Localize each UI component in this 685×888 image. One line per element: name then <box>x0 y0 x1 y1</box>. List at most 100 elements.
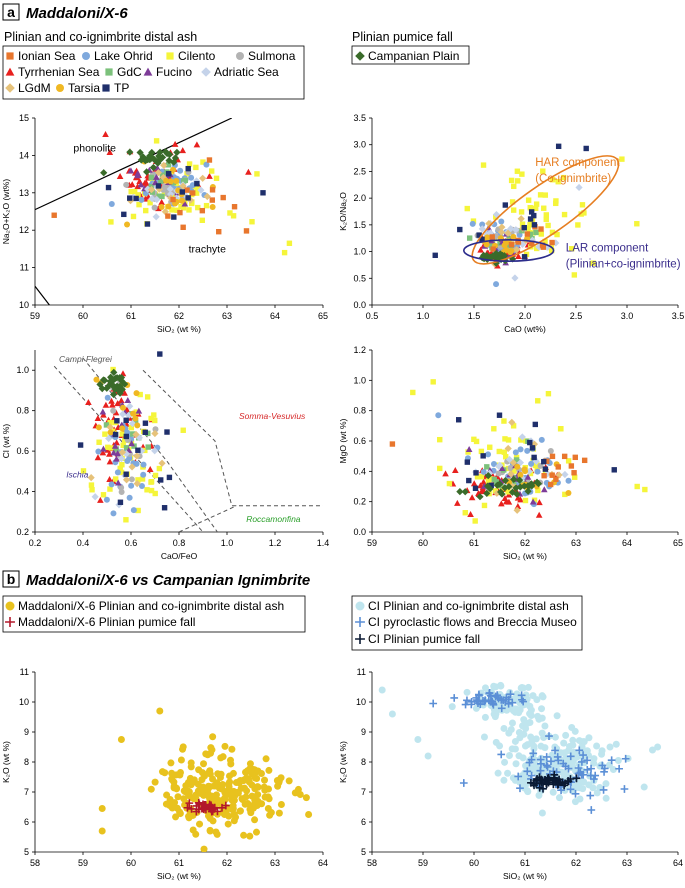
point-tarsia <box>507 249 514 256</box>
point-tp <box>466 477 472 484</box>
point-campanian-plain <box>105 382 113 390</box>
point-gdc <box>513 457 520 463</box>
cl-y-label: Cl (wt %) <box>1 424 11 459</box>
point-adriatic-sea <box>152 213 160 221</box>
point-maddaloni-x-6-plinian-and-co-ignimbrite-distal-ash <box>206 783 214 791</box>
point-campanian-plain <box>501 484 509 492</box>
point-lgdm <box>147 186 156 194</box>
point-campanian-plain <box>513 490 521 498</box>
point-fucino <box>128 440 135 447</box>
point-ci-plinian-and-co-ignimbrite-distal-ash <box>590 755 598 763</box>
point-maddaloni-x-6-plinian-and-co-ignimbrite-distal-ash <box>179 743 187 751</box>
point-tyrrhenian-sea <box>179 147 187 154</box>
point-maddaloni-x-6-plinian-and-co-ignimbrite-distal-ash <box>248 770 256 778</box>
cl-x-tick-label: 0.6 <box>125 538 138 548</box>
cl-y-tick-label: 0.2 <box>16 527 29 537</box>
point-tarsia <box>484 234 491 241</box>
point-tp <box>179 189 186 195</box>
point-maddaloni-x-6-plinian-and-co-ignimbrite-distal-ash <box>277 800 285 808</box>
point-sulmona <box>128 476 135 483</box>
point-tarsia <box>173 178 180 185</box>
point-tarsia <box>510 233 517 240</box>
point-tarsia <box>514 463 521 470</box>
point-ci-pyroclastic-flows-and-breccia-museo <box>551 746 559 755</box>
point-cilento <box>527 205 533 211</box>
point-adriatic-sea <box>119 410 127 418</box>
point-campanian-plain <box>101 376 109 385</box>
point-ionian-sea <box>541 473 547 479</box>
point-campanian-plain <box>155 152 163 160</box>
point-lake-ohrid <box>108 201 115 208</box>
point-maddaloni-x-6-plinian-and-co-ignimbrite-distal-ash <box>241 800 249 808</box>
point-maddaloni-x-6-plinian-and-co-ignimbrite-distal-ash <box>225 772 233 780</box>
cl-annotation: Campi Flegrei <box>59 354 113 364</box>
point-lake-ohrid <box>114 469 121 476</box>
point-tyrrhenian-sea <box>146 465 154 472</box>
point-maddaloni-x-6-plinian-and-co-ignimbrite-distal-ash <box>248 802 256 810</box>
point-ci-plinian-and-co-ignimbrite-distal-ash <box>497 681 505 689</box>
point-campanian-plain <box>478 254 486 262</box>
point-cilento <box>549 177 556 183</box>
point-lgdm <box>504 444 512 453</box>
point-ci-plinian-and-co-ignimbrite-distal-ash <box>561 749 569 757</box>
point-ci-plinian-and-co-ignimbrite-distal-ash <box>524 683 532 691</box>
point-tp <box>164 429 170 435</box>
point-tyrrhenian-sea <box>141 179 149 186</box>
point-ci-pyroclastic-flows-and-breccia-museo <box>474 697 482 706</box>
point-tarsia <box>134 422 141 429</box>
tas-x-tick-label: 65 <box>318 311 328 321</box>
point-cilento <box>510 423 517 429</box>
point-cilento <box>572 474 578 480</box>
point-maddaloni-x-6-plinian-and-co-ignimbrite-distal-ash <box>208 746 216 754</box>
point-ci-plinian-and-co-ignimbrite-distal-ash <box>609 766 617 774</box>
legend-marker-gdc <box>105 68 113 76</box>
point-maddaloni-x-6-plinian-and-co-ignimbrite-distal-ash <box>252 828 260 836</box>
point-ci-plinian-pumice-fall <box>542 779 551 787</box>
cl-x-tick-label: 1.2 <box>269 538 282 548</box>
point-tp <box>142 420 149 426</box>
point-cilento <box>143 207 149 214</box>
mgo-y-tick-label: 1.2 <box>353 345 366 355</box>
point-tp <box>521 224 527 231</box>
point-ci-plinian-and-co-ignimbrite-distal-ash <box>524 788 532 796</box>
point-ci-plinian-and-co-ignimbrite-distal-ash <box>602 794 610 802</box>
point-cilento <box>148 479 154 485</box>
legend-marker-tp <box>102 84 110 92</box>
point-campanian-plain <box>163 149 171 158</box>
point-tp <box>531 222 538 228</box>
ratio-x-tick-label: 2.5 <box>570 311 583 321</box>
point-tp <box>185 165 191 172</box>
k2o_mx6-x-tick-label: 62 <box>222 858 232 868</box>
point-cilento <box>508 177 515 184</box>
point-fucino <box>529 498 537 505</box>
legend-entry-ionian-sea: Ionian Sea <box>6 49 76 63</box>
point-maddaloni-x-6-plinian-pumice-fall <box>205 800 214 809</box>
tas-x-tick-label: 64 <box>270 311 280 321</box>
point-maddaloni-x-6-plinian-and-co-ignimbrite-distal-ash <box>158 768 166 776</box>
point-lake-ohrid <box>534 468 541 475</box>
point-lake-ohrid <box>517 446 524 453</box>
point-maddaloni-x-6-plinian-and-co-ignimbrite-distal-ash <box>212 791 220 799</box>
point-campanian-plain <box>510 475 518 483</box>
point-tyrrhenian-sea <box>94 454 102 461</box>
point-adriatic-sea <box>153 195 161 204</box>
point-ci-pyroclastic-flows-and-breccia-museo <box>590 775 598 783</box>
legend-entry-maddaloni-x-6-plinian-and-co-ignimbrite-distal-ash: Maddaloni/X-6 Plinian and co-ignimbrite … <box>5 599 284 613</box>
point-tp <box>123 417 129 423</box>
legend-label-tp: TP <box>114 81 129 95</box>
point-ci-plinian-and-co-ignimbrite-distal-ash <box>575 783 583 791</box>
point-ionian-sea <box>553 476 559 482</box>
point-lake-ohrid <box>435 412 442 419</box>
point-gdc <box>123 445 130 451</box>
point-ci-plinian-and-co-ignimbrite-distal-ash <box>649 746 656 754</box>
point-maddaloni-x-6-plinian-and-co-ignimbrite-distal-ash <box>117 736 125 743</box>
point-cilento <box>96 439 102 445</box>
point-lake-ohrid <box>126 494 133 501</box>
k2o_ci-y-tick-label: 10 <box>356 697 366 707</box>
point-ci-plinian-and-co-ignimbrite-distal-ash <box>571 727 579 735</box>
point-adriatic-sea <box>486 469 494 477</box>
point-cilento <box>562 491 568 498</box>
k2o_ci-y-tick-label: 7 <box>361 787 366 797</box>
point-ci-plinian-pumice-fall <box>572 774 581 783</box>
point-cilento <box>193 164 199 171</box>
